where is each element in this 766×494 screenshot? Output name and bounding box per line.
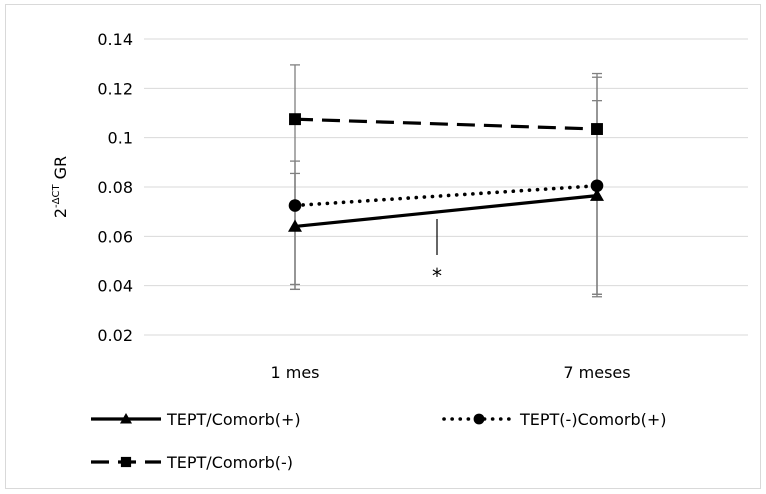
y-tick-label: 0.12 xyxy=(97,79,133,98)
y-tick-label: 0.06 xyxy=(97,227,133,246)
legend-marker-circle xyxy=(473,413,485,425)
legend-marker-square xyxy=(120,456,132,468)
y-axis-label: 2-ΔCT GR xyxy=(51,156,70,218)
data-point-square xyxy=(289,113,301,126)
legend-label: TEPT/Comorb(-) xyxy=(166,453,293,472)
data-point-triangle xyxy=(590,188,604,201)
y-axis-label-rest: GR xyxy=(51,156,70,185)
series-line xyxy=(294,194,598,229)
y-axis-label-base: 2 xyxy=(51,208,70,218)
data-point-circle xyxy=(590,179,604,193)
data-point-triangle xyxy=(288,219,302,232)
y-axis-label-superscript: -ΔCT xyxy=(51,184,62,208)
legend-label: TEPT/Comorb(+) xyxy=(166,410,301,429)
legend-marker-triangle xyxy=(120,413,132,424)
data-point-circle xyxy=(288,199,302,212)
y-tick-label: 0.02 xyxy=(97,326,133,345)
legend: TEPT/Comorb(+) TEPT(-)Comorb(+) TEPT/Comor… xyxy=(91,410,667,472)
y-tick-label: 0.14 xyxy=(97,30,133,49)
data-point-square xyxy=(591,123,603,135)
y-tick-label: 0.04 xyxy=(97,277,133,296)
line-chart: 0.02 0.04 0.06 0.08 0.1 0.12 0.14 1 mes 7 meses… xyxy=(51,30,748,472)
x-tick-label: 1 mes xyxy=(270,363,319,382)
y-tick-label: 0.08 xyxy=(97,178,133,197)
x-tick-label: 7 meses xyxy=(563,363,630,382)
legend-label: TEPT(-)Comorb(+) xyxy=(519,410,667,429)
y-tick-label: 0.1 xyxy=(108,129,133,148)
chart-frame: 0.02 0.04 0.06 0.08 0.1 0.12 0.14 1 mes 7 meses… xyxy=(5,4,761,489)
series-line xyxy=(293,183,599,208)
series-line xyxy=(294,117,598,131)
significance-asterisk: * xyxy=(432,264,442,288)
